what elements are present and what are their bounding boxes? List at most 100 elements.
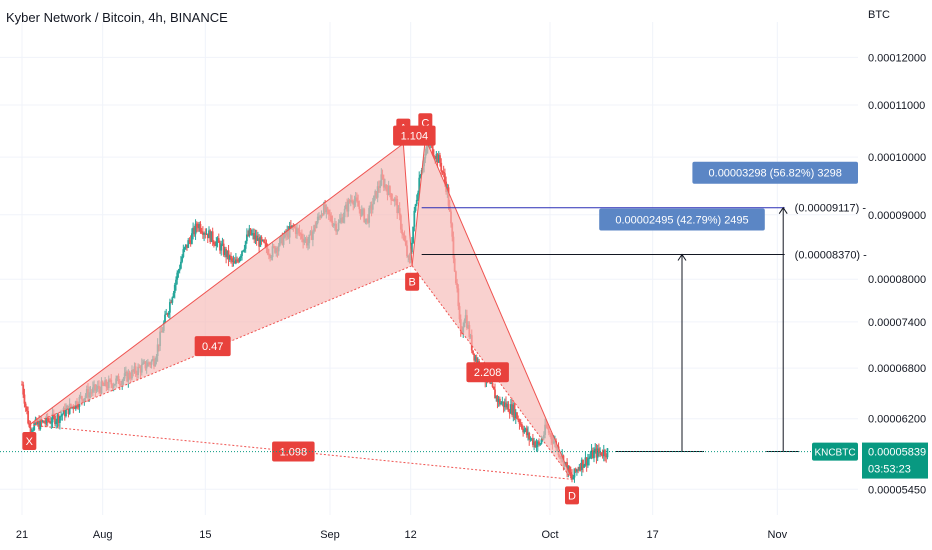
candle-body — [579, 467, 582, 470]
candle-body — [536, 441, 539, 445]
candle-body — [594, 448, 597, 451]
candle-body — [601, 455, 604, 457]
candle-body — [605, 456, 608, 458]
pattern-point-b-badge — [405, 272, 420, 291]
candle-body — [172, 293, 175, 298]
candle-body — [168, 302, 171, 313]
candle-body — [237, 260, 240, 262]
x-tick-label: Sep — [320, 529, 340, 541]
candle-body — [187, 240, 190, 248]
candle-body — [582, 459, 584, 468]
candle-body — [245, 234, 248, 242]
candle-body — [440, 162, 443, 171]
candle-body — [171, 297, 174, 303]
measure-arrow-head — [778, 206, 788, 214]
candle-body — [23, 394, 26, 404]
current-price-label: 0.00005839 — [868, 447, 926, 459]
candle-body — [500, 402, 503, 405]
candle-body — [530, 438, 533, 440]
candle-body — [578, 467, 581, 470]
candle-body — [227, 250, 230, 260]
candle-body — [65, 408, 67, 417]
candle-body — [55, 421, 58, 425]
target-level-label: (0.00008370) - — [795, 249, 867, 261]
pattern-point-b-label: B — [408, 277, 415, 289]
candle-body — [415, 199, 418, 205]
candle-body — [189, 240, 192, 244]
candle-body — [260, 237, 263, 241]
x-tick-label: Nov — [768, 529, 788, 541]
candle-body — [205, 233, 208, 235]
candle-body — [40, 419, 43, 422]
candle-body — [584, 457, 587, 465]
candle-body — [495, 396, 498, 399]
candle-body — [210, 231, 213, 242]
candle-body — [501, 401, 504, 403]
candle-body — [502, 401, 505, 408]
candle-body — [201, 232, 204, 235]
x-tick-label: 21 — [16, 529, 28, 541]
candle-body — [419, 174, 422, 178]
y-tick-label: 0.00011000 — [868, 100, 925, 112]
candle-body — [604, 450, 606, 457]
chart-title: Kyber Network / Bitcoin, 4h, BINANCE — [6, 10, 228, 25]
candle-body — [203, 233, 206, 235]
y-tick-label: 0.00006200 — [868, 414, 926, 426]
candle-body — [236, 259, 239, 261]
candle-body — [496, 396, 499, 403]
candle-body — [170, 302, 173, 304]
candle-body — [577, 469, 580, 471]
candle-body — [215, 241, 218, 246]
candle-body — [56, 414, 59, 422]
pattern-point-x-badge — [22, 431, 37, 450]
candle-body — [208, 230, 210, 239]
candle-body — [226, 250, 229, 258]
candle-body — [513, 404, 516, 419]
y-tick-label: 0.00010000 — [868, 152, 926, 164]
y-tick-label: 0.00009000 — [868, 210, 926, 222]
candle-body — [43, 420, 45, 423]
measure-label: 0.00002495 (42.79%) 2495 — [615, 214, 748, 226]
candle-body — [175, 279, 177, 285]
candle-body — [173, 284, 176, 294]
candle-body — [51, 413, 54, 423]
candle-body — [572, 477, 575, 480]
candle-body — [593, 450, 595, 459]
candle-body — [492, 386, 495, 390]
candle-body — [417, 192, 419, 200]
candle-body — [41, 420, 44, 422]
candle-body — [242, 250, 245, 252]
y-tick-label: 0.00008000 — [868, 274, 926, 286]
candle-body — [531, 438, 534, 445]
candle-body — [198, 224, 201, 228]
candle-body — [223, 248, 226, 255]
candle-body — [181, 256, 184, 262]
symbol-tag-label: KNCBTC — [814, 448, 855, 459]
candle-body — [233, 261, 236, 264]
candle-body — [508, 411, 511, 414]
candle-body — [507, 404, 510, 412]
candle-body — [186, 244, 188, 248]
candle-body — [239, 256, 242, 258]
x-tick-label: Aug — [93, 529, 113, 541]
measure-badge — [599, 208, 765, 231]
candle-body — [220, 244, 223, 251]
candle-body — [523, 429, 526, 433]
candle-body — [511, 404, 514, 416]
candle-body — [506, 404, 509, 408]
countdown-label: 03:53:23 — [868, 464, 911, 476]
candle-body — [571, 474, 573, 480]
candle-body — [597, 448, 600, 453]
pattern-ratio-label: 1.104 — [401, 131, 429, 143]
candle-body — [261, 239, 264, 241]
candle-body — [520, 424, 523, 429]
candle-body — [476, 361, 479, 364]
candle-body — [248, 228, 251, 236]
candle-body — [414, 204, 417, 211]
candle-body — [505, 402, 507, 408]
pattern-ratio-label: 0.47 — [202, 341, 223, 353]
pattern-xab-fill — [29, 143, 413, 425]
candle-body — [195, 223, 198, 228]
pattern-ratio-line — [29, 265, 413, 426]
